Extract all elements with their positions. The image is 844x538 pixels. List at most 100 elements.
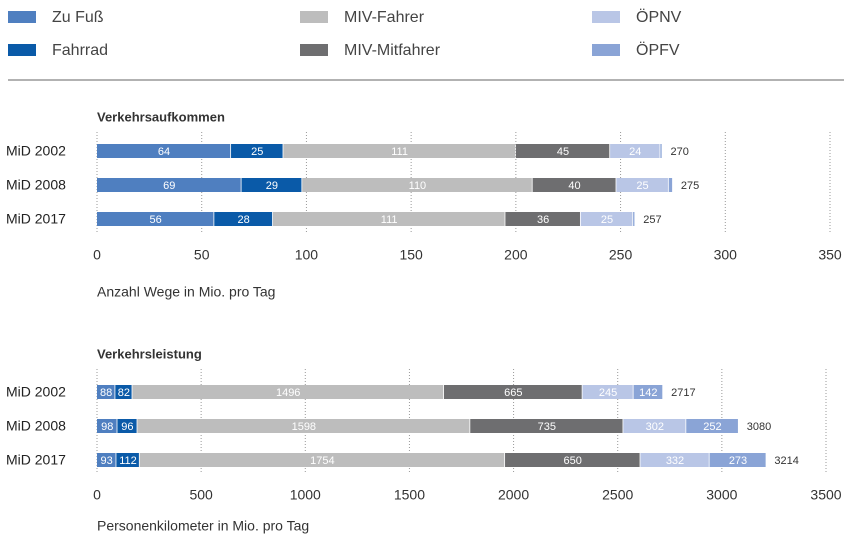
data-label: 28 bbox=[237, 214, 249, 226]
data-label: 111 bbox=[381, 214, 398, 226]
bar-segment bbox=[610, 144, 660, 158]
legend-swatch bbox=[8, 11, 36, 23]
legend-swatch bbox=[592, 11, 620, 23]
bar-segment bbox=[623, 419, 686, 433]
category-label: MiD 2002 bbox=[6, 143, 66, 159]
x-tick-label: 2500 bbox=[602, 487, 633, 503]
data-label: 665 bbox=[504, 387, 522, 399]
data-label: 25 bbox=[601, 214, 613, 226]
data-label: 36 bbox=[537, 214, 549, 226]
bar-segment bbox=[640, 453, 709, 467]
total-label: 275 bbox=[681, 180, 699, 192]
data-label: 1754 bbox=[310, 455, 334, 467]
data-label: 96 bbox=[121, 421, 133, 433]
data-label: 45 bbox=[557, 146, 569, 158]
legend-label: ÖPFV bbox=[636, 41, 680, 59]
bar-segment bbox=[115, 385, 132, 399]
x-tick-label: 300 bbox=[714, 247, 738, 263]
category-label: MiD 2017 bbox=[6, 211, 66, 227]
category-label: MiD 2002 bbox=[6, 384, 66, 400]
bar-segment bbox=[97, 144, 231, 158]
data-label: 245 bbox=[599, 387, 617, 399]
bar-segment bbox=[515, 144, 610, 158]
bar-segment bbox=[505, 212, 580, 226]
data-label: 302 bbox=[646, 421, 664, 433]
x-tick-label: 0 bbox=[93, 247, 101, 263]
bar-segment bbox=[532, 178, 616, 192]
bar-segment bbox=[132, 385, 444, 399]
bar-segment bbox=[97, 212, 214, 226]
legend-label: MIV-Mitfahrer bbox=[344, 42, 441, 59]
x-tick-label: 150 bbox=[399, 247, 423, 263]
category-label: MiD 2008 bbox=[6, 418, 66, 434]
data-label: 29 bbox=[266, 180, 278, 192]
bar-segment bbox=[302, 178, 532, 192]
data-label: 111 bbox=[391, 146, 408, 158]
bar-segment bbox=[668, 178, 673, 192]
legend-swatch bbox=[8, 44, 36, 56]
bar-segment bbox=[709, 453, 766, 467]
bar-segment bbox=[117, 419, 137, 433]
data-label: 82 bbox=[118, 387, 130, 399]
legend-label: MIV-Fahrer bbox=[344, 9, 425, 26]
bar-segment bbox=[97, 385, 115, 399]
legend-swatch bbox=[592, 44, 620, 56]
data-label: 112 bbox=[119, 455, 137, 467]
x-tick-label: 50 bbox=[194, 247, 210, 263]
x-tick-label: 2000 bbox=[498, 487, 529, 503]
bar-segment bbox=[660, 144, 662, 158]
data-label: 98 bbox=[101, 421, 113, 433]
data-label: 40 bbox=[568, 180, 580, 192]
x-axis-label: Anzahl Wege in Mio. pro Tag bbox=[97, 284, 275, 300]
bar-segment bbox=[633, 212, 635, 226]
x-tick-label: 250 bbox=[609, 247, 633, 263]
total-label: 2717 bbox=[671, 387, 695, 399]
data-label: 24 bbox=[629, 146, 641, 158]
bar-segment bbox=[616, 178, 668, 192]
bar-segment bbox=[97, 178, 241, 192]
x-tick-label: 350 bbox=[818, 247, 842, 263]
data-label: 273 bbox=[729, 455, 747, 467]
bar-segment bbox=[97, 453, 116, 467]
legend-swatch bbox=[300, 11, 328, 23]
bar-segment bbox=[686, 419, 738, 433]
bar-segment bbox=[470, 419, 623, 433]
bar-segment bbox=[580, 212, 633, 226]
bar-segment bbox=[444, 385, 582, 399]
data-label: 25 bbox=[636, 180, 648, 192]
bar-segment bbox=[139, 453, 505, 467]
x-tick-label: 3000 bbox=[706, 487, 737, 503]
x-tick-label: 500 bbox=[189, 487, 213, 503]
legend-label: ÖPNV bbox=[636, 8, 682, 26]
data-label: 88 bbox=[100, 387, 112, 399]
bar-segment bbox=[137, 419, 470, 433]
bar-segment bbox=[214, 212, 273, 226]
data-label: 56 bbox=[150, 214, 162, 226]
data-label: 93 bbox=[101, 455, 113, 467]
legend-label: Zu Fuß bbox=[52, 9, 104, 26]
total-label: 3080 bbox=[747, 421, 771, 433]
chart-title: Verkehrsleistung bbox=[97, 346, 202, 361]
total-label: 257 bbox=[643, 214, 661, 226]
x-tick-label: 100 bbox=[295, 247, 319, 263]
data-label: 650 bbox=[564, 455, 582, 467]
bar-segment bbox=[272, 212, 505, 226]
x-tick-label: 1000 bbox=[290, 487, 321, 503]
data-label: 110 bbox=[409, 180, 427, 192]
bar-segment bbox=[633, 385, 663, 399]
x-axis-label: Personenkilometer in Mio. pro Tag bbox=[97, 518, 309, 534]
x-tick-label: 0 bbox=[93, 487, 101, 503]
x-tick-label: 200 bbox=[504, 247, 528, 263]
category-label: MiD 2017 bbox=[6, 452, 66, 468]
x-tick-label: 1500 bbox=[394, 487, 425, 503]
data-label: 142 bbox=[639, 387, 657, 399]
legend-swatch bbox=[300, 44, 328, 56]
bar-segment bbox=[116, 453, 139, 467]
data-label: 252 bbox=[703, 421, 721, 433]
total-label: 270 bbox=[670, 146, 688, 158]
bar-segment bbox=[241, 178, 302, 192]
category-label: MiD 2008 bbox=[6, 177, 66, 193]
bar-segment bbox=[582, 385, 633, 399]
chart-title: Verkehrsaufkommen bbox=[97, 109, 225, 124]
bar-segment bbox=[283, 144, 516, 158]
